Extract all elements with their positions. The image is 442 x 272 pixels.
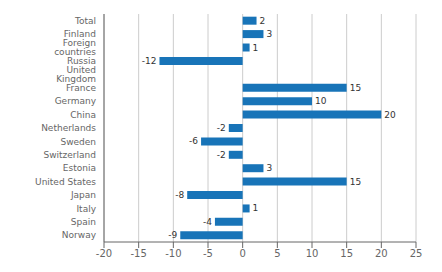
svg-text:-2: -2: [217, 150, 226, 160]
svg-text:Switzerland: Switzerland: [44, 150, 97, 160]
svg-text:United States: United States: [35, 177, 96, 187]
svg-text:-10: -10: [165, 248, 181, 259]
svg-text:Norway: Norway: [62, 230, 97, 240]
svg-text:2: 2: [260, 16, 266, 26]
svg-text:Estonia: Estonia: [63, 163, 96, 173]
svg-text:25: 25: [410, 248, 423, 259]
svg-text:3: 3: [266, 163, 272, 173]
svg-text:5: 5: [274, 248, 280, 259]
svg-text:-5: -5: [203, 248, 213, 259]
svg-text:Netherlands: Netherlands: [41, 123, 96, 133]
svg-text:-12: -12: [142, 56, 157, 66]
svg-text:Sweden: Sweden: [60, 137, 96, 147]
svg-text:-6: -6: [189, 136, 198, 146]
svg-text:-2: -2: [217, 123, 226, 133]
svg-text:Germany: Germany: [55, 96, 97, 106]
svg-text:Japan: Japan: [70, 190, 96, 200]
svg-text:-8: -8: [175, 190, 184, 200]
svg-text:Foreigncountries: Foreigncountries: [54, 38, 96, 57]
svg-text:20: 20: [384, 110, 396, 120]
svg-text:-9: -9: [168, 230, 177, 240]
svg-text:10: 10: [315, 96, 327, 106]
svg-text:-4: -4: [203, 217, 212, 227]
svg-text:Russia: Russia: [67, 56, 96, 66]
svg-text:10: 10: [306, 248, 319, 259]
svg-text:0: 0: [239, 248, 245, 259]
svg-text:1: 1: [253, 43, 259, 53]
svg-text:China: China: [70, 110, 96, 120]
svg-text:Total: Total: [74, 16, 96, 26]
svg-text:15: 15: [340, 248, 353, 259]
svg-text:France: France: [66, 83, 96, 93]
svg-text:15: 15: [350, 83, 361, 93]
svg-text:15: 15: [350, 177, 361, 187]
svg-text:20: 20: [375, 248, 388, 259]
svg-text:3: 3: [266, 29, 272, 39]
svg-text:Finland: Finland: [64, 29, 96, 39]
svg-text:Spain: Spain: [71, 217, 96, 227]
svg-text:-20: -20: [96, 248, 112, 259]
svg-text:Italy: Italy: [76, 204, 96, 214]
svg-text:1: 1: [253, 203, 259, 213]
svg-text:UnitedKingdom: UnitedKingdom: [56, 65, 96, 84]
svg-text:-15: -15: [130, 248, 146, 259]
